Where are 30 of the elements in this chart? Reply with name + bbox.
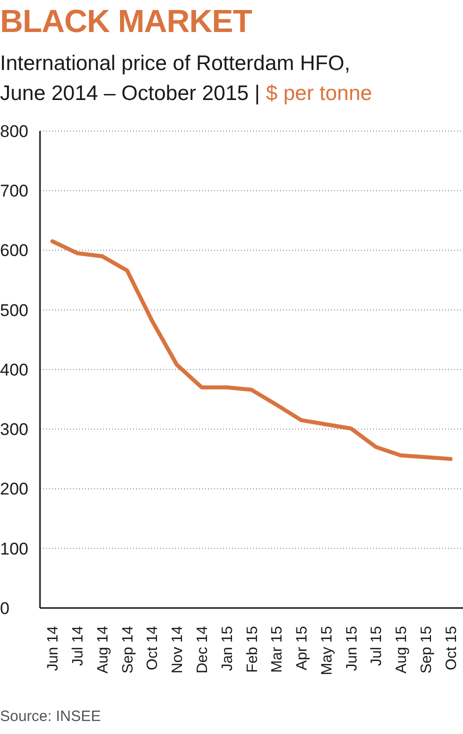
x-tick-label: Nov 14 (169, 626, 186, 674)
y-tick-label: 500 (0, 300, 28, 320)
x-tick-label: Dec 14 (194, 626, 211, 674)
y-tick-label: 100 (0, 539, 28, 558)
x-tick-label: Sep 14 (119, 626, 136, 674)
x-tick-label: Mar 15 (268, 626, 286, 673)
y-axis-title: $ per tonne (266, 82, 372, 105)
y-tick-label: 600 (0, 241, 28, 260)
y-tick-label: 300 (0, 420, 28, 440)
x-tick-label: Jan 15 (218, 626, 236, 672)
x-tick-label: Jul 15 (368, 626, 386, 666)
y-tick-label: 700 (0, 182, 28, 201)
y-tick-label: 400 (0, 360, 28, 380)
x-tick-label: Oct 15 (442, 626, 460, 670)
x-tick-label: Jun 14 (44, 626, 62, 672)
x-tick-label: May 15 (318, 626, 336, 676)
x-tick-label: Feb 15 (244, 626, 261, 673)
y-tick-label: 200 (0, 480, 28, 499)
source-note: Source: INSEE (0, 708, 101, 725)
x-tick-label: Apr 15 (294, 626, 311, 670)
x-tick-label: Oct 14 (144, 626, 162, 670)
y-tick-label: 800 (0, 122, 28, 141)
line-series (50, 239, 453, 461)
x-tick-label: Jul 14 (70, 626, 87, 666)
x-tick-label: Aug 14 (94, 626, 112, 674)
x-tick-label: Aug 15 (393, 626, 410, 674)
x-tick-label: Sep 15 (418, 626, 435, 674)
x-tick-label: Jun 15 (343, 626, 360, 672)
y-tick-label: 0 (0, 598, 10, 618)
chart-title: BLACK MARKET (0, 2, 252, 40)
